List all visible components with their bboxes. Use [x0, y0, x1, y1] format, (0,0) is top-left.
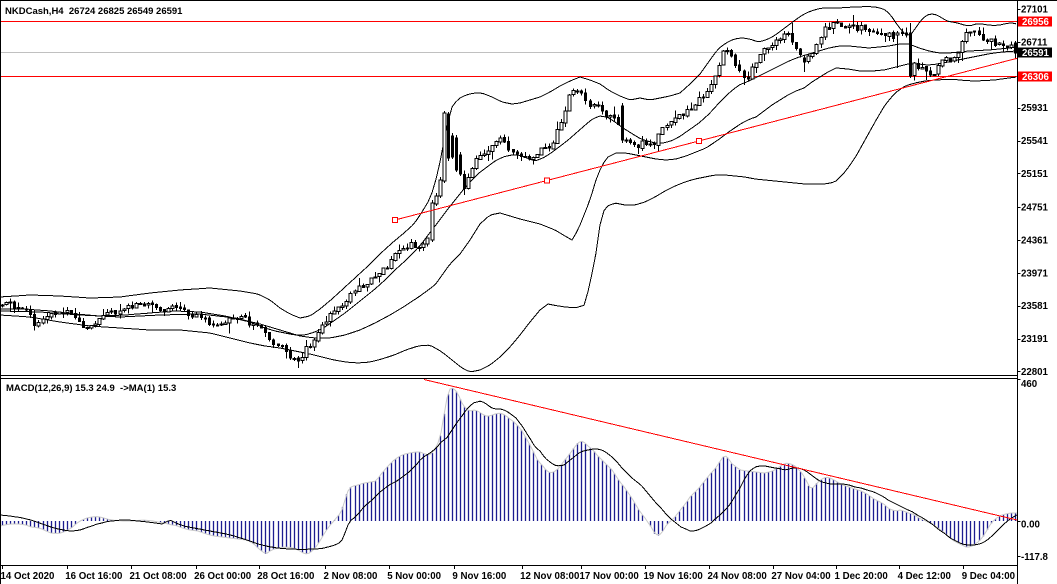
svg-text:26 Oct 00:00: 26 Oct 00:00 [194, 571, 251, 582]
svg-text:26956: 26956 [1022, 17, 1050, 28]
svg-text:26306: 26306 [1022, 72, 1050, 83]
svg-text:23581: 23581 [1021, 301, 1049, 312]
svg-text:22801: 22801 [1021, 367, 1049, 378]
svg-text:27101: 27101 [1021, 5, 1049, 16]
svg-text:12 Nov 08:00: 12 Nov 08:00 [520, 571, 579, 582]
svg-text:24361: 24361 [1021, 236, 1049, 247]
svg-text:17 Nov 00:00: 17 Nov 00:00 [580, 571, 639, 582]
svg-text:9 Nov 16:00: 9 Nov 16:00 [452, 571, 506, 582]
svg-text:1 Dec 20:00: 1 Dec 20:00 [835, 571, 888, 582]
svg-text:460: 460 [1021, 379, 1037, 390]
svg-text:-117.8: -117.8 [1021, 552, 1049, 563]
svg-text:23971: 23971 [1021, 268, 1049, 279]
svg-text:24 Nov 08:00: 24 Nov 08:00 [708, 571, 767, 582]
svg-text:5 Nov 00:00: 5 Nov 00:00 [387, 571, 441, 582]
svg-text:23191: 23191 [1021, 334, 1049, 345]
svg-text:27 Nov 04:00: 27 Nov 04:00 [771, 571, 830, 582]
svg-text:4 Dec 12:00: 4 Dec 12:00 [898, 571, 951, 582]
svg-text:0.00: 0.00 [1021, 520, 1040, 531]
svg-text:19 Nov 16:00: 19 Nov 16:00 [644, 571, 703, 582]
svg-text:26591: 26591 [1022, 48, 1050, 59]
svg-text:26711: 26711 [1021, 37, 1048, 48]
svg-text:21 Oct 08:00: 21 Oct 08:00 [130, 571, 187, 582]
svg-text:NKDCash,H4 26724 26825 26549: NKDCash,H4 26724 26825 26549 26591 [5, 6, 183, 17]
svg-text:2 Nov 08:00: 2 Nov 08:00 [324, 571, 378, 582]
svg-text:MACD(12,26,9) 15.3 24.9 ->MA(: MACD(12,26,9) 15.3 24.9 ->MA(1) 15.3 [6, 383, 176, 394]
svg-text:28 Oct 16:00: 28 Oct 16:00 [257, 571, 314, 582]
svg-text:25541: 25541 [1021, 136, 1049, 147]
svg-text:14 Oct 2020: 14 Oct 2020 [1, 571, 55, 582]
svg-text:25931: 25931 [1021, 103, 1049, 114]
svg-text:9 Dec 04:00: 9 Dec 04:00 [962, 571, 1015, 582]
svg-text:25151: 25151 [1021, 169, 1049, 180]
svg-text:24751: 24751 [1021, 203, 1049, 214]
svg-text:16 Oct 16:00: 16 Oct 16:00 [65, 571, 122, 582]
